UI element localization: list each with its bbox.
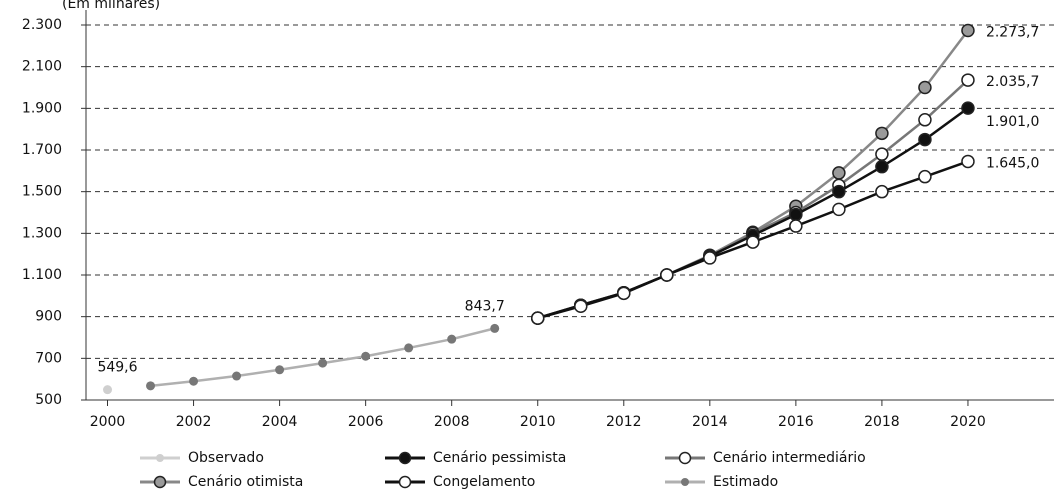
data-point bbox=[789, 207, 803, 222]
data-point bbox=[404, 343, 414, 353]
y-tick-label: 1.100 bbox=[22, 267, 62, 283]
data-point bbox=[660, 268, 674, 282]
legend-marker bbox=[153, 475, 167, 489]
data-point bbox=[875, 126, 889, 141]
data-point bbox=[875, 184, 889, 199]
data-point bbox=[146, 381, 156, 391]
data-point bbox=[832, 184, 846, 199]
data-point bbox=[961, 101, 975, 115]
legend-label: Observado bbox=[188, 450, 264, 466]
x-tick-label: 2014 bbox=[692, 414, 728, 430]
data-label: 2.035,7 bbox=[986, 74, 1039, 90]
data-point bbox=[961, 73, 975, 87]
y-tick-label: 1.300 bbox=[22, 225, 62, 241]
y-tick-label: 500 bbox=[35, 392, 62, 408]
data-label: 549,6 bbox=[97, 360, 137, 376]
data-point bbox=[103, 385, 113, 395]
data-point bbox=[961, 154, 975, 169]
x-tick-label: 2002 bbox=[176, 414, 212, 430]
legend-marker bbox=[681, 478, 689, 486]
data-point bbox=[961, 23, 975, 38]
data-point bbox=[447, 334, 457, 344]
legend-label: Cenário pessimista bbox=[433, 450, 566, 466]
legend-label: Estimado bbox=[713, 474, 778, 490]
data-point bbox=[703, 251, 717, 265]
data-point bbox=[875, 159, 889, 174]
x-tick-label: 2004 bbox=[262, 414, 298, 430]
x-tick-label: 2012 bbox=[606, 414, 642, 430]
x-tick-label: 2006 bbox=[348, 414, 384, 430]
x-tick-label: 2010 bbox=[520, 414, 556, 430]
data-point bbox=[918, 169, 932, 184]
series-line bbox=[150, 327, 496, 388]
y-tick-label: 900 bbox=[35, 309, 62, 325]
legend-marker bbox=[398, 475, 412, 489]
x-tick-label: 2020 bbox=[950, 414, 986, 430]
data-point bbox=[746, 235, 760, 249]
y-tick-label: 1.900 bbox=[22, 100, 62, 116]
data-point bbox=[232, 371, 242, 381]
data-point bbox=[832, 166, 846, 180]
data-point bbox=[275, 365, 285, 375]
data-point bbox=[875, 147, 889, 161]
x-tick-label: 2008 bbox=[434, 414, 470, 430]
y-tick-label: 2.100 bbox=[22, 59, 62, 75]
legend-marker bbox=[398, 451, 412, 465]
data-label: 1.645,0 bbox=[986, 155, 1039, 171]
series-line bbox=[537, 107, 969, 320]
legend-label: Cenário otimista bbox=[188, 474, 303, 490]
data-point bbox=[918, 132, 932, 147]
y-tick-label: 1.500 bbox=[22, 184, 62, 200]
x-tick-label: 2000 bbox=[90, 414, 126, 430]
data-label: 1.901,0 bbox=[986, 114, 1039, 130]
data-label: 2.273,7 bbox=[986, 24, 1039, 40]
data-point bbox=[789, 219, 803, 233]
legend-marker bbox=[678, 451, 692, 465]
data-point bbox=[617, 286, 631, 301]
x-tick-label: 2018 bbox=[864, 414, 900, 430]
data-point bbox=[490, 323, 500, 333]
series-line bbox=[537, 79, 969, 320]
data-point bbox=[574, 299, 588, 313]
y-tick-label: 2.300 bbox=[22, 17, 62, 33]
legend-marker bbox=[156, 454, 164, 462]
data-point bbox=[318, 358, 328, 368]
data-point bbox=[918, 113, 932, 127]
x-tick-label: 2016 bbox=[778, 414, 814, 430]
data-label: 843,7 bbox=[465, 298, 505, 314]
data-point bbox=[530, 311, 545, 325]
legend-label: Congelamento bbox=[433, 474, 535, 490]
data-point bbox=[832, 202, 846, 217]
data-point bbox=[361, 351, 371, 361]
y-tick-label: 700 bbox=[35, 350, 62, 366]
data-point bbox=[189, 376, 199, 386]
legend-label: Cenário intermediário bbox=[713, 450, 866, 466]
y-tick-label: 1.700 bbox=[22, 142, 62, 158]
chart-subtitle: (Em milhares) bbox=[62, 0, 160, 12]
data-point bbox=[918, 80, 932, 95]
